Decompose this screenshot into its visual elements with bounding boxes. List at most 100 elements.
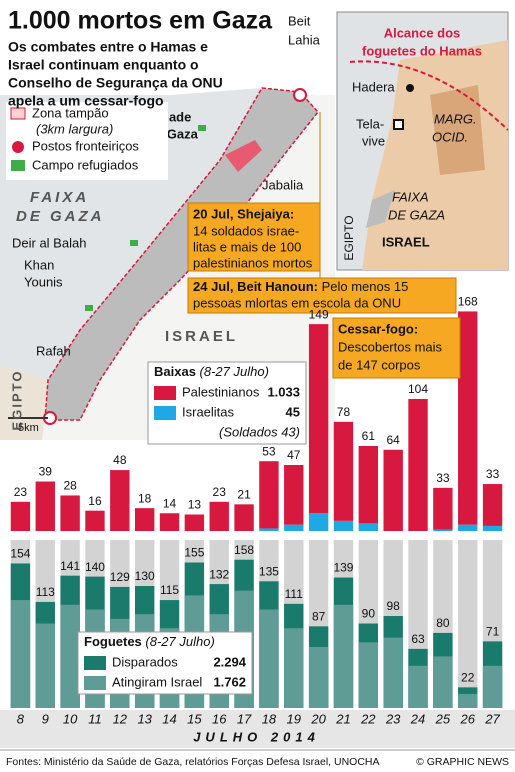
- region-label: FAIXA: [30, 189, 89, 206]
- value-label: 33: [486, 467, 500, 481]
- value-label: 132: [209, 567, 229, 581]
- shejaiya-area: [225, 140, 262, 172]
- legend-swatch: [11, 160, 25, 171]
- x-tick-label: 16: [212, 711, 227, 726]
- bar: [134, 508, 155, 531]
- legend-total: 45: [286, 404, 300, 419]
- bar: [358, 523, 379, 531]
- egypt-land: [0, 365, 48, 440]
- legend-total: 1.762: [213, 674, 246, 689]
- place: MARG.: [434, 111, 477, 126]
- callout-text: litas e mais de 100: [193, 239, 301, 254]
- x-tick-label: 13: [137, 711, 152, 726]
- x-tick-label: 24: [410, 711, 425, 726]
- value-label: 155: [184, 546, 204, 560]
- bar: [408, 665, 428, 708]
- legend-label: Postos fronteiriços: [32, 138, 139, 153]
- bar: [433, 529, 453, 531]
- value-label: 80: [436, 616, 450, 630]
- legend-subtitle: (8-27 Julho): [200, 364, 269, 379]
- value-label: 140: [85, 560, 105, 574]
- legend-title: Baixas (8-27 Julho): [154, 364, 269, 379]
- inset-map: Alcance dos foguetes do Hamas Hadera Tel…: [336, 11, 509, 271]
- legend-total: 1.033: [267, 384, 300, 399]
- x-tick-label: 9: [42, 711, 49, 726]
- legend-swatch: [154, 386, 176, 400]
- value-label: 64: [386, 433, 400, 447]
- place: Beit: [288, 13, 311, 28]
- value-label: 130: [135, 569, 155, 583]
- legend-swatch: [10, 107, 26, 120]
- callout-text: palestinianos mortos: [193, 255, 313, 270]
- value-label: 154: [10, 547, 30, 561]
- column-bg: [458, 540, 478, 708]
- legend-subtitle: (8-27 Julho): [145, 634, 214, 649]
- value-label: 18: [138, 491, 152, 505]
- legend-label: Campo refugiados: [32, 157, 139, 172]
- x-tick-label: 14: [162, 711, 176, 726]
- legend-label: Israelitas: [182, 404, 235, 419]
- legend-swatch: [12, 141, 24, 153]
- bar: [209, 501, 229, 531]
- bar: [358, 642, 379, 708]
- bar: [308, 513, 329, 531]
- callout-box: [187, 277, 457, 314]
- bar: [284, 524, 304, 531]
- city-dot: [393, 119, 404, 130]
- region-label: ISRAEL: [165, 328, 238, 345]
- bar: [259, 609, 279, 708]
- place: FAIXA: [392, 189, 429, 204]
- value-label: 22: [461, 671, 475, 685]
- value-label: 129: [110, 570, 130, 584]
- place: EGIPTO: [342, 215, 356, 260]
- bar: [159, 513, 180, 531]
- value-label: 63: [411, 632, 425, 646]
- bar: [433, 487, 453, 530]
- callout-title: Cessar-fogo:: [338, 321, 418, 336]
- place: Rafah: [36, 343, 71, 358]
- value-label: 139: [333, 561, 353, 575]
- bar: [482, 484, 503, 526]
- value-label: 39: [39, 465, 53, 479]
- x-tick-label: 19: [287, 711, 301, 726]
- value-label: 23: [213, 485, 227, 499]
- value-label: 141: [60, 559, 80, 573]
- bar: [383, 449, 403, 531]
- bar: [482, 525, 503, 531]
- x-tick-label: 15: [187, 711, 202, 726]
- bar: [85, 510, 105, 531]
- value-label: 47: [287, 448, 301, 462]
- bar: [35, 481, 55, 531]
- rocket-range: [349, 60, 509, 131]
- value-label: 98: [386, 599, 400, 613]
- bar: [408, 399, 428, 531]
- bar: [60, 495, 80, 531]
- value-label: 135: [259, 564, 279, 578]
- bar: [333, 520, 354, 531]
- bar: [458, 311, 478, 525]
- value-label: 33: [436, 471, 450, 485]
- callout-text: 24 Jul, Beit Hanoun: Pelo menos 15: [193, 279, 408, 294]
- callout-text: Pelo menos 15: [322, 279, 409, 294]
- place: ISRAEL: [382, 234, 430, 249]
- legend-swatch: [84, 676, 106, 690]
- camp: [198, 125, 206, 131]
- city-dot: [406, 84, 414, 92]
- value-label: 78: [337, 405, 351, 419]
- gaza-inset: [366, 190, 395, 228]
- callout-title: 20 Jul, Shejaiya:: [193, 206, 294, 221]
- legend-swatch: [154, 406, 176, 420]
- bar: [184, 514, 205, 531]
- legend-label: Zona tampão: [32, 105, 109, 120]
- place: Deir al Balah: [12, 235, 86, 250]
- callout-text: 14 soldados israe-: [193, 223, 299, 238]
- place: vive: [362, 133, 385, 148]
- value-label: 48: [113, 453, 127, 467]
- x-tick-label: 18: [262, 711, 277, 726]
- value-label: 90: [362, 607, 376, 621]
- place: Jabalia: [262, 177, 304, 192]
- bar: [458, 693, 478, 708]
- callout-text: de 147 corpos: [338, 357, 421, 372]
- legend-box: [147, 361, 307, 445]
